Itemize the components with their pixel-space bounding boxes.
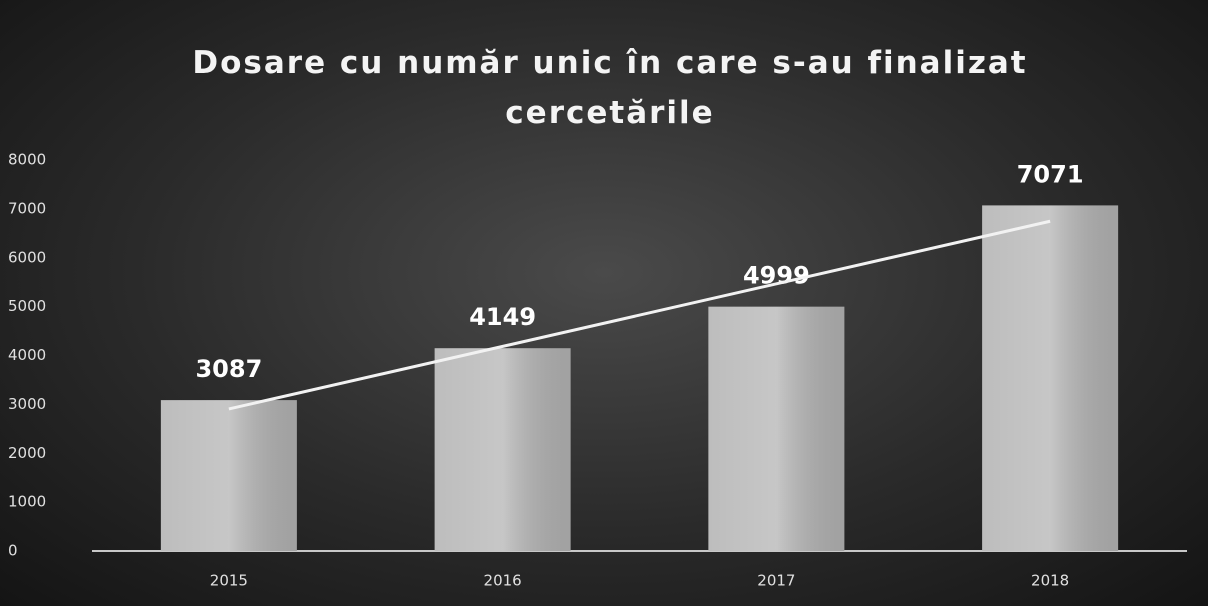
y-tick-label: 0 xyxy=(8,542,18,560)
y-tick-label: 1000 xyxy=(8,493,46,511)
data-label: 7071 xyxy=(1017,160,1084,188)
y-tick-label: 5000 xyxy=(8,297,46,315)
data-label: 4149 xyxy=(469,303,536,331)
y-tick-label: 2000 xyxy=(8,444,46,462)
trendline xyxy=(228,219,1051,411)
x-tick-label: 2016 xyxy=(484,572,522,590)
x-tick-label: 2018 xyxy=(1031,572,1069,590)
x-tick-label: 2015 xyxy=(210,572,248,590)
y-tick-label: 4000 xyxy=(8,346,46,364)
y-tick-label: 6000 xyxy=(8,248,46,266)
bar-shade xyxy=(434,348,571,551)
data-label: 4999 xyxy=(743,262,810,290)
y-tick-label: 7000 xyxy=(8,199,46,217)
chart-title: Dosare cu număr unic în care s-au finali… xyxy=(192,45,1028,131)
bar-shade xyxy=(160,400,297,551)
data-label: 3087 xyxy=(195,355,262,383)
bar-shade xyxy=(708,306,845,551)
bar-shade xyxy=(982,205,1119,551)
y-tick-label: 3000 xyxy=(8,395,46,413)
x-tick-label: 2017 xyxy=(757,572,795,590)
y-tick-label: 8000 xyxy=(8,151,46,169)
